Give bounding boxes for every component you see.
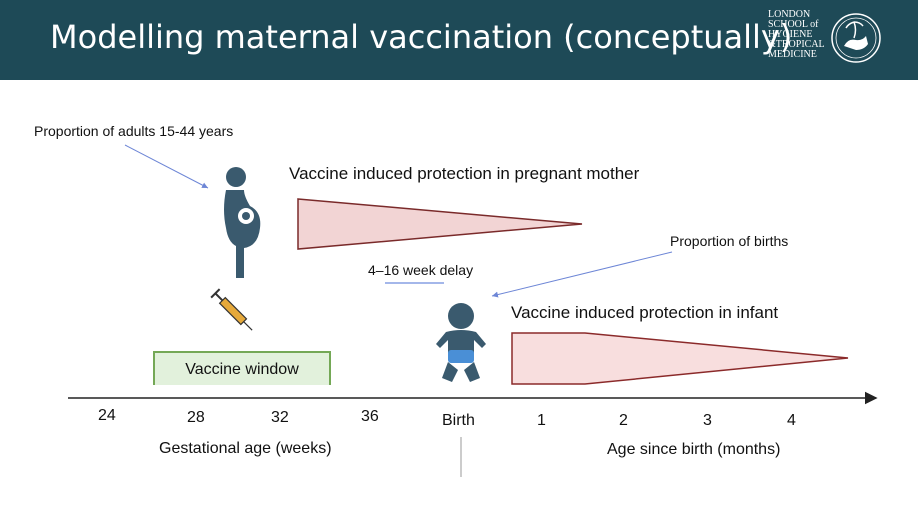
pregnant-woman-icon — [224, 167, 261, 278]
baby-icon — [436, 303, 486, 382]
logo-line: &TROPICAL — [768, 39, 825, 50]
adults-annotation: Proportion of adults 15-44 years — [34, 123, 234, 139]
syringe-icon — [210, 288, 253, 331]
gestational-axis-label: Gestational age (weeks) — [159, 440, 332, 457]
maternal-protection-wedge — [297, 198, 583, 250]
header-bar: Modelling maternal vaccination (conceptu… — [0, 0, 918, 80]
vaccine-window-box: Vaccine window — [153, 351, 331, 385]
tick-label: 3 — [703, 412, 712, 429]
births-annotation: Proportion of births — [670, 233, 789, 249]
logo-line: LONDON — [768, 9, 811, 20]
school-logo: LONDON SCHOOL of HYGIENE &TROPICAL MEDIC… — [768, 10, 888, 70]
school-logo-text: LONDON SCHOOL of HYGIENE &TROPICAL MEDIC… — [768, 10, 825, 60]
tick-label: 4 — [787, 412, 796, 429]
birth-label: Birth — [442, 412, 475, 429]
logo-line: HYGIENE — [768, 29, 813, 40]
tick-label: 36 — [361, 408, 379, 425]
tick-label: 32 — [271, 409, 289, 426]
delay-label: 4–16 week delay — [368, 262, 474, 278]
tick-label: 1 — [537, 412, 546, 429]
logo-line: SCHOOL of — [768, 19, 819, 30]
infant-protection-wedge — [511, 332, 849, 385]
vaccine-window-label: Vaccine window — [185, 361, 299, 378]
mother-protection-label: Vaccine induced protection in pregnant m… — [289, 164, 640, 183]
adults-arrow — [124, 144, 209, 189]
infant-protection-label: Vaccine induced protection in infant — [511, 303, 779, 322]
slide-title: Modelling maternal vaccination (conceptu… — [50, 18, 793, 56]
tick-label: 2 — [619, 412, 628, 429]
tick-label: 24 — [98, 407, 116, 424]
tick-label: 28 — [187, 409, 205, 426]
months-axis-label: Age since birth (months) — [607, 441, 781, 458]
births-arrow — [491, 251, 673, 298]
logo-line: MEDICINE — [768, 49, 817, 60]
school-crest-icon — [831, 13, 881, 63]
